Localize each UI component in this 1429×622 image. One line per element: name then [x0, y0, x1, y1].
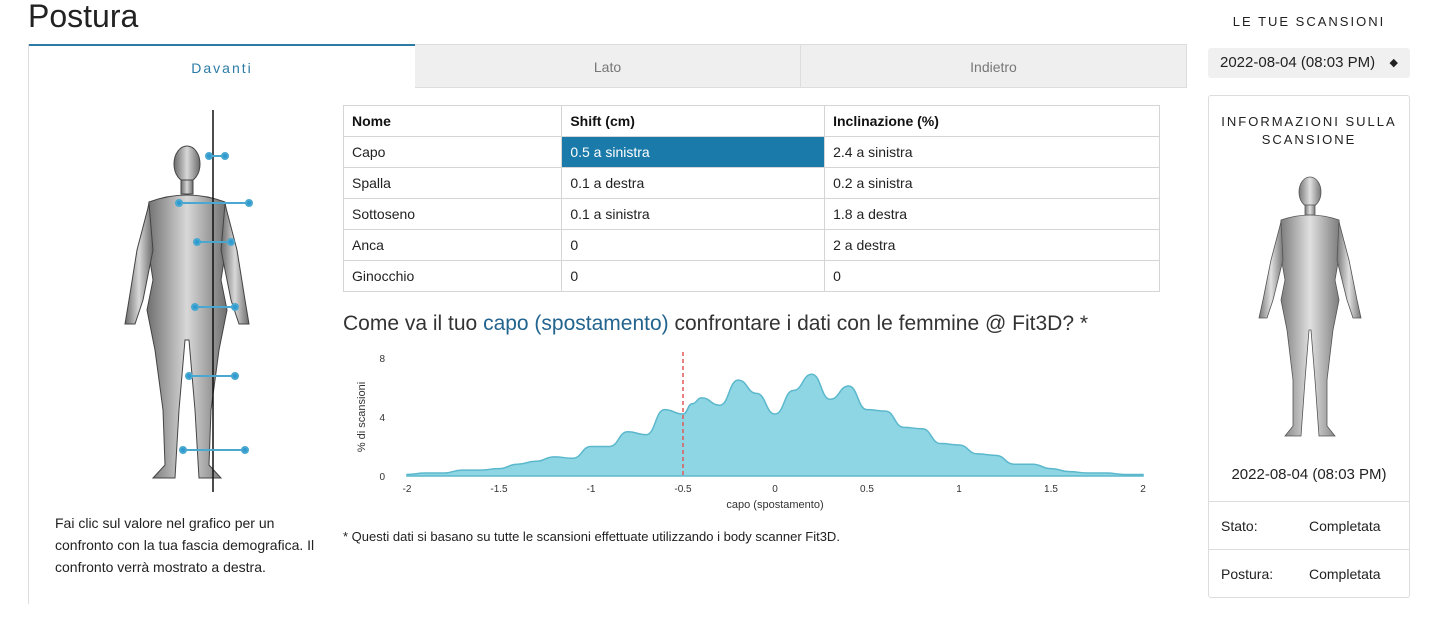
body-silhouette	[124, 145, 250, 479]
tab-davanti[interactable]: Davanti	[29, 44, 415, 88]
posture-value: Completata	[1309, 566, 1381, 582]
comparison-title-start: Come va il tuo	[343, 312, 484, 335]
scan-select-value: 2022-08-04 (08:03 PM)	[1220, 54, 1376, 71]
shift-value-cell[interactable]: 0.5 a sinistra	[561, 136, 826, 168]
table-row: Ginocchio 0 0	[342, 260, 1160, 292]
status-row: Stato: Completata	[1209, 501, 1409, 549]
page-title: Postura	[28, 0, 139, 34]
x-tick-label: 0.5	[860, 484, 874, 495]
posture-table: Nome Shift (cm) Inclinazione (%) Capo 0.…	[342, 105, 1160, 292]
row-name-cell: Sottoseno	[342, 198, 563, 230]
status-label: Stato:	[1221, 518, 1258, 534]
x-tick-label: 2	[1140, 484, 1146, 495]
row-name-cell: Ginocchio	[342, 260, 563, 292]
x-tick-label: -1	[587, 484, 596, 495]
inclination-value-cell[interactable]: 0	[824, 260, 1160, 292]
x-tick-label: 0	[772, 484, 778, 495]
x-tick-label: -1.5	[490, 484, 508, 495]
chart-instructions: Fai clic sul valore nel grafico per un c…	[55, 515, 315, 575]
inclination-value-cell[interactable]: 2.4 a sinistra	[824, 136, 1160, 168]
x-tick-label: -0.5	[674, 484, 692, 495]
y-tick-label: 8	[379, 354, 385, 365]
x-tick-label: 1	[956, 484, 962, 495]
your-scans-heading: LE TUE SCANSIONI	[1232, 14, 1386, 29]
posture-label: Postura:	[1221, 566, 1274, 582]
x-tick-label: 1.5	[1044, 484, 1058, 495]
table-row: Spalla 0.1 a destra 0.2 a sinistra	[342, 167, 1160, 199]
table-row: Sottoseno 0.1 a sinistra 1.8 a destra	[342, 198, 1160, 230]
tab-indietro[interactable]: Indietro	[801, 44, 1187, 88]
comparison-title: Come va il tuo capo (spostamento) confro…	[343, 312, 1088, 336]
table-header-row: Nome Shift (cm) Inclinazione (%)	[342, 105, 1160, 137]
row-name-cell: Anca	[342, 229, 563, 261]
table-row: Anca 0 2 a destra	[342, 229, 1160, 261]
distribution-area[interactable]	[406, 373, 1144, 477]
front-body-scan	[124, 110, 253, 492]
shift-value-cell[interactable]: 0.1 a destra	[561, 167, 826, 199]
col-header-nome: Nome	[342, 105, 563, 137]
posture-panel: Davanti Lato Indietro Fai	[28, 44, 1187, 604]
scan-info-card: INFORMAZIONI SULLA SCANSIONE 2022-08-04 …	[1208, 95, 1410, 598]
scan-thumbnail	[1258, 176, 1362, 437]
shift-value-cell[interactable]: 0	[561, 260, 826, 292]
comparison-title-end: confrontare i dati con le femmine @ Fit3…	[668, 312, 1089, 335]
col-header-shift: Shift (cm)	[561, 105, 826, 137]
inclination-value-cell[interactable]: 0.2 a sinistra	[824, 167, 1160, 199]
status-value: Completata	[1309, 518, 1381, 534]
row-name-cell: Spalla	[342, 167, 563, 199]
shift-value-cell[interactable]: 0.1 a sinistra	[561, 198, 826, 230]
scan-info-title: INFORMAZIONI SULLA SCANSIONE	[1221, 114, 1397, 147]
inclination-value-cell[interactable]: 1.8 a destra	[824, 198, 1160, 230]
scan-date: 2022-08-04 (08:03 PM)	[1231, 466, 1387, 483]
comparison-metric: capo (spostamento)	[483, 312, 669, 335]
table-row: Capo 0.5 a sinistra 2.4 a sinistra	[342, 136, 1160, 168]
tab-lato[interactable]: Lato	[415, 44, 801, 88]
shift-value-cell[interactable]: 0	[561, 229, 826, 261]
inclination-value-cell[interactable]: 2 a destra	[824, 229, 1160, 261]
select-arrows-icon: ◆	[1389, 57, 1398, 69]
view-tabs: Davanti Lato Indietro	[29, 44, 1187, 88]
x-axis-label: capo (spostamento)	[726, 499, 823, 511]
y-tick-label: 0	[379, 472, 385, 483]
x-tick-label: -2	[403, 484, 412, 495]
footnote: * Questi dati si basano su tutte le scan…	[343, 529, 840, 544]
y-tick-label: 4	[379, 413, 385, 424]
scan-date-select[interactable]: 2022-08-04 (08:03 PM) ◆	[1208, 48, 1410, 78]
posture-row: Postura: Completata	[1209, 549, 1409, 597]
row-name-cell: Capo	[342, 136, 563, 168]
col-header-inclinazione: Inclinazione (%)	[824, 105, 1160, 137]
posture-markers[interactable]	[175, 152, 253, 454]
y-axis-label: % di scansioni	[356, 382, 368, 452]
